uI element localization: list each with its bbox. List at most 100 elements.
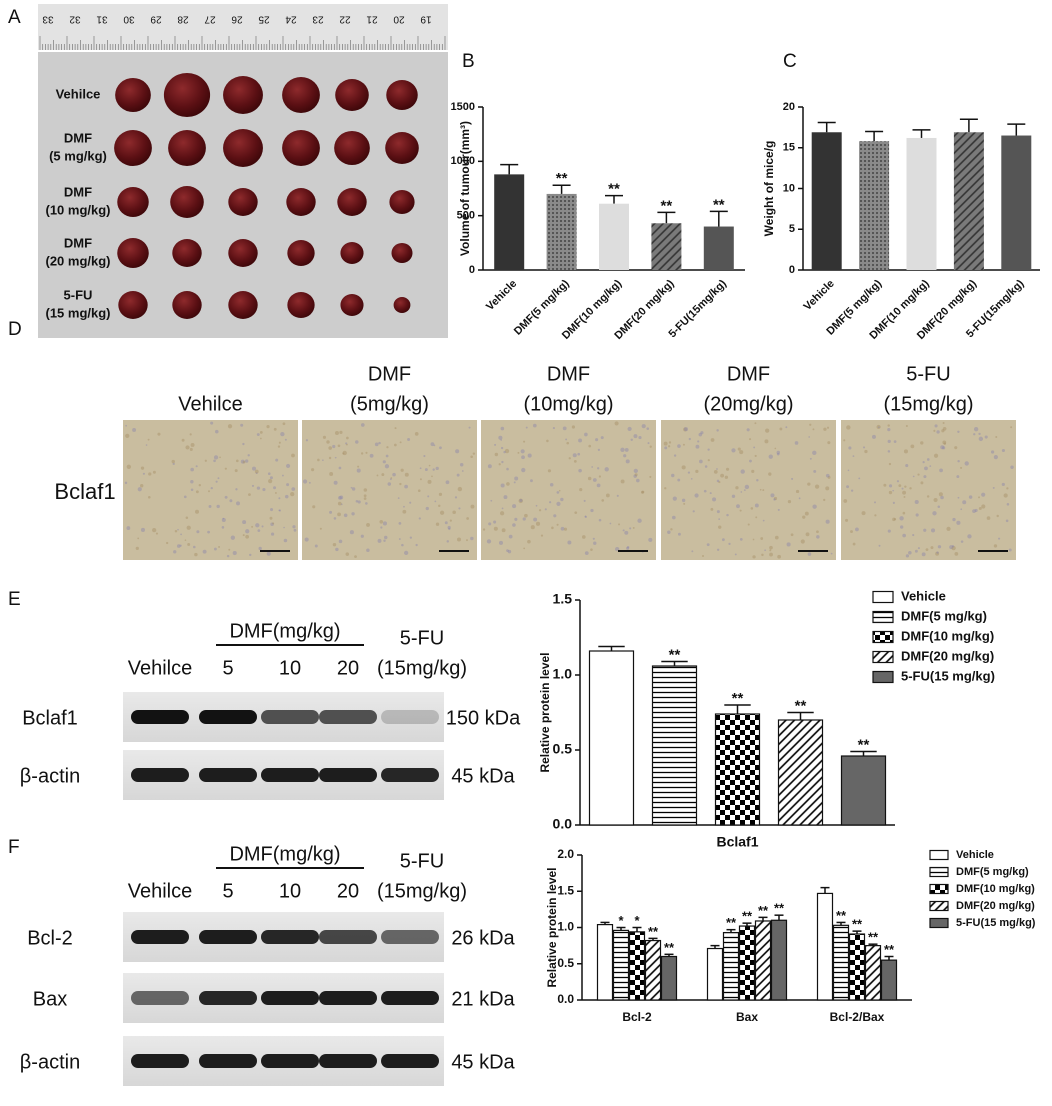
ihc-cell: [254, 469, 259, 474]
ihc-cell: [204, 459, 207, 462]
ihc-cell: [174, 530, 178, 533]
blot-row-label: β-actin: [20, 765, 80, 787]
significance: **: [774, 901, 785, 916]
ihc-cell: [632, 526, 635, 529]
ihc-cell: [326, 440, 330, 444]
ihc-cell: [912, 475, 915, 478]
ihc-cell: [630, 438, 633, 442]
ihc-cell: [433, 444, 436, 447]
ihc-cell: [798, 497, 801, 500]
ihc-cell: [229, 499, 233, 503]
ihc-cell: [921, 552, 926, 557]
ihc-cell: [973, 433, 976, 436]
ihc-cell: [626, 546, 630, 550]
ihc-cell: [530, 525, 535, 530]
ihc-cell: [583, 499, 586, 502]
ihc-cell: [148, 495, 151, 499]
ihc-cell: [544, 508, 547, 511]
molecular-weight: 150 kDa: [446, 707, 521, 729]
ihc-cell: [245, 534, 250, 539]
y-axis-label: Relative protein level: [538, 652, 552, 772]
ihc-cell: [486, 539, 492, 544]
ihc-cell: [466, 517, 469, 520]
ihc-cell: [812, 428, 815, 431]
bar: [628, 931, 646, 1001]
ihc-cell: [825, 473, 830, 478]
ihc-cell: [574, 511, 578, 515]
ihc-cell: [240, 423, 244, 427]
ihc-cell: [755, 516, 758, 519]
ihc-cell: [456, 473, 460, 477]
band: [261, 710, 319, 724]
ihc-cell: [345, 442, 348, 445]
ihc-cell: [973, 427, 979, 432]
ihc-cell: [577, 452, 581, 456]
ihc-cell: [357, 465, 360, 468]
ihc-cell: [995, 435, 998, 438]
ihc-cell: [710, 507, 714, 511]
column-header: (15mg/kg): [883, 393, 973, 415]
bar: [596, 923, 614, 1001]
ihc-cell: [941, 429, 945, 433]
ihc-cell: [291, 453, 295, 458]
ihc-cell: [578, 438, 583, 443]
ihc-cell: [501, 507, 504, 510]
ihc-cell: [960, 540, 964, 543]
ihc-cell: [896, 480, 900, 483]
tumor: [228, 188, 258, 216]
bar: [651, 665, 698, 826]
ruler-number: 23: [312, 13, 324, 24]
ihc-cell: [384, 464, 390, 469]
ihc-cell: [939, 468, 943, 473]
ihc-cell: [251, 484, 255, 487]
ihc-cell: [189, 433, 192, 436]
ihc-cell: [683, 502, 686, 505]
tumor: [385, 132, 419, 164]
ihc-cell: [286, 463, 291, 469]
ihc-cell: [591, 466, 594, 468]
ihc-cell: [194, 552, 198, 557]
ihc-cell: [749, 438, 752, 441]
ihc-cell: [401, 543, 404, 547]
ihc-cell: [556, 523, 559, 526]
ihc-cell: [847, 469, 850, 472]
ihc-cell: [716, 468, 718, 470]
ihc-cell: [339, 495, 344, 500]
band: [319, 991, 377, 1005]
band: [319, 768, 377, 782]
bar: [864, 945, 882, 1001]
ihc-cell: [210, 421, 214, 425]
ihc-cell: [753, 446, 756, 449]
ihc-cell: [221, 526, 225, 529]
ihc-cell: [892, 517, 896, 522]
tumor: [223, 76, 263, 114]
ihc-cell: [409, 536, 412, 539]
ihc-cell: [668, 441, 672, 444]
legend-swatch: [872, 670, 894, 684]
ihc-cell: [513, 481, 516, 484]
ihc-cell: [319, 527, 322, 530]
tumor: [172, 239, 202, 267]
ihc-cell: [905, 424, 908, 428]
ihc-cell: [720, 473, 725, 478]
column-header: DMF: [727, 363, 770, 385]
ihc-cell: [664, 487, 667, 490]
ihc-cell: [415, 543, 418, 547]
ihc-cell: [923, 475, 927, 479]
ihc-cell: [337, 444, 341, 448]
ihc-cell: [173, 550, 177, 554]
ihc-cell: [964, 461, 969, 466]
ihc-cell: [456, 537, 462, 542]
ihc-cell: [624, 530, 629, 535]
ihc-cell: [221, 518, 226, 523]
lane-label: 5: [222, 657, 233, 679]
ihc-cell: [704, 465, 708, 468]
ruler: [38, 4, 448, 50]
ihc-cell: [519, 498, 523, 502]
ihc-cell: [468, 426, 471, 429]
ihc-cell: [805, 532, 810, 537]
ihc-cell: [549, 482, 554, 487]
ihc-cell: [627, 426, 632, 432]
ihc-cell: [690, 478, 693, 480]
ihc-cell: [626, 546, 630, 549]
